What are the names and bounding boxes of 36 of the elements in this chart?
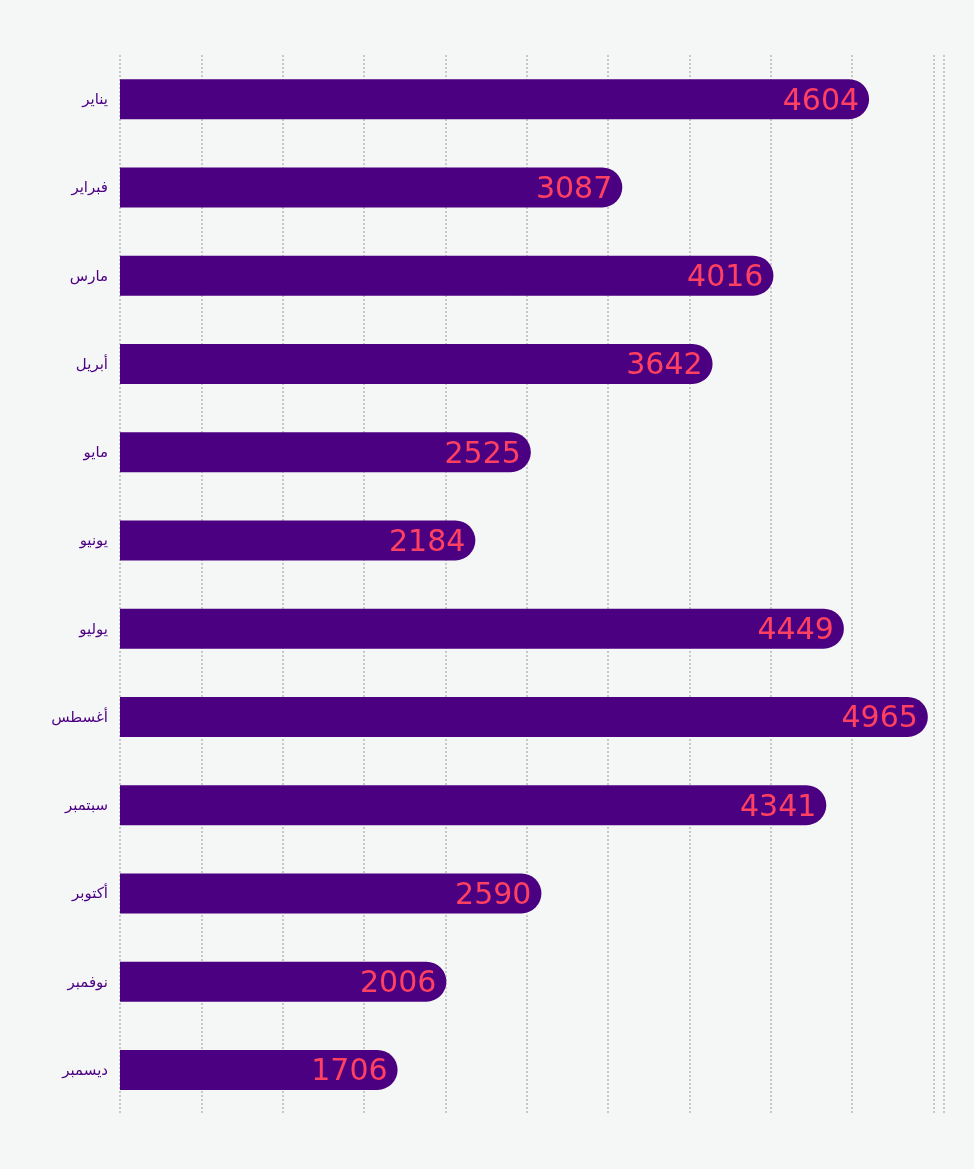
y-tick-label: أغسطس <box>51 706 108 726</box>
data-label: 4341 <box>739 787 817 823</box>
bar <box>120 167 623 208</box>
bar <box>120 873 542 914</box>
bar <box>120 520 476 561</box>
y-tick-label: يونيو <box>78 531 108 550</box>
y-tick-label: مارس <box>69 266 108 285</box>
y-tick-label: نوفمبر <box>66 972 108 991</box>
y-tick-label: فبراير <box>70 178 108 197</box>
bar <box>120 961 447 1002</box>
data-label: 3087 <box>535 169 613 205</box>
y-tick-label: يناير <box>81 90 108 109</box>
data-label: 2006 <box>360 964 437 1000</box>
data-label: 4965 <box>841 699 918 735</box>
bar <box>120 79 870 120</box>
y-tick-label: ديسمبر <box>61 1060 108 1079</box>
data-label: 1706 <box>311 1052 388 1088</box>
bar <box>120 696 928 737</box>
bar <box>120 785 827 826</box>
y-tick-label: مايو <box>82 443 108 462</box>
data-label: 2590 <box>455 875 532 911</box>
data-label: 3642 <box>626 346 703 382</box>
y-tick-label: أبريل <box>75 353 108 373</box>
y-tick-label: يوليو <box>78 619 108 638</box>
data-label: 4016 <box>687 258 764 294</box>
y-tick-label: أكتوبر <box>70 883 108 903</box>
bar <box>120 608 844 649</box>
y-tick-label: سبتمبر <box>63 796 108 815</box>
bar <box>120 432 531 473</box>
data-label: 4604 <box>782 81 860 117</box>
data-label: 2525 <box>444 434 521 470</box>
bar <box>120 1049 398 1090</box>
bar <box>120 255 774 296</box>
data-label: 2184 <box>388 522 466 558</box>
bar <box>120 343 713 384</box>
data-label: 4449 <box>757 611 834 647</box>
